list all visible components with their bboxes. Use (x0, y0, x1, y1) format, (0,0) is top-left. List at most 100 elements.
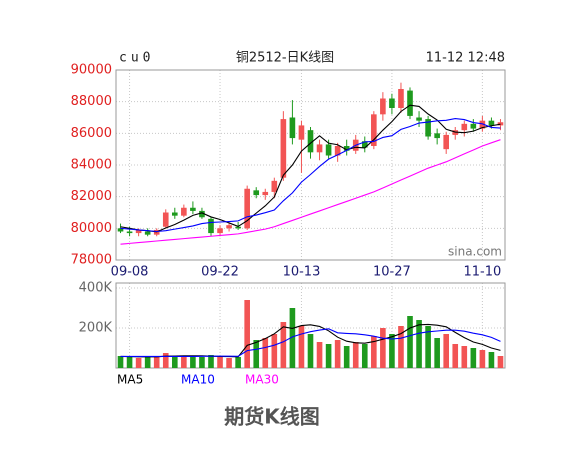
x-tick-label: 09-08 (111, 265, 149, 280)
candle-body (389, 98, 395, 108)
legend-label: MA10 (181, 373, 215, 387)
x-tick-label: 10-27 (373, 265, 411, 280)
candle-body (380, 98, 386, 115)
volume-bar (416, 320, 422, 368)
y-tick-label: 80000 (71, 221, 112, 236)
ma-line (120, 104, 501, 233)
volume-bar (280, 322, 287, 368)
candle-body (190, 207, 196, 211)
candle-body (371, 114, 377, 146)
ma-line (120, 328, 501, 357)
candle-body (235, 226, 241, 229)
volume-bar (181, 357, 187, 368)
candle-body (407, 90, 413, 116)
volume-bar (153, 357, 160, 368)
ma-line (120, 118, 501, 233)
legend-label: MA5 (117, 373, 143, 387)
volume-bar (389, 334, 395, 368)
volume-bar (380, 328, 386, 368)
y-tick-label: 78000 (71, 253, 112, 268)
volume-bar (488, 352, 495, 368)
volume-bar (398, 326, 404, 368)
ma-line (120, 139, 501, 245)
volume-bar (298, 326, 305, 368)
candle-body (262, 191, 269, 196)
volume-bar (343, 346, 350, 368)
candle-body (126, 231, 133, 234)
volume-bar (289, 308, 296, 368)
candle-body (144, 231, 151, 235)
caption: 期货K线图 (224, 405, 320, 429)
volume-bar (190, 356, 196, 368)
candle-body (416, 117, 422, 121)
volume-bar (208, 355, 214, 368)
x-tick-label: 11-10 (463, 265, 501, 280)
candle-body (117, 228, 124, 232)
volume-bar (199, 357, 205, 368)
y-tick-label: 90000 (71, 63, 112, 78)
candle-body (334, 146, 341, 156)
candle-body (171, 212, 178, 216)
volume-bar (461, 346, 468, 368)
volume-bar (443, 334, 450, 368)
volume-bar (253, 340, 260, 368)
y-tick-label: 88000 (71, 94, 112, 109)
volume-bar (479, 350, 486, 368)
candle-body (361, 141, 368, 148)
volume-bar (144, 356, 151, 368)
volume-bar (352, 342, 359, 368)
legend-label: MA30 (245, 373, 279, 387)
candle-body (289, 117, 296, 139)
candle-body (470, 123, 477, 129)
candle-body (135, 229, 142, 234)
volume-bar (361, 344, 368, 368)
chart-title: 铜2512-日K线图 (236, 51, 334, 66)
volume-bar (117, 356, 124, 368)
candle-body (398, 89, 404, 108)
volume-bar (135, 358, 142, 368)
ma-line (120, 323, 501, 358)
watermark: sina.com (448, 245, 502, 259)
candle-body (244, 188, 250, 229)
candle-body (181, 207, 187, 216)
volume-bar (425, 326, 431, 368)
candle-body (479, 120, 486, 129)
volume-bar (470, 348, 477, 368)
volume-bar (434, 338, 440, 368)
candle-body (325, 144, 332, 156)
y-tick-label: 400K (79, 281, 113, 296)
candle-body (162, 212, 169, 227)
candle-body (307, 130, 314, 153)
volume-bar (371, 336, 377, 368)
candle-body (208, 218, 214, 234)
volume-bar (126, 357, 133, 368)
candle-body (199, 210, 205, 218)
volume-bar (217, 357, 223, 368)
candle-body (488, 120, 495, 126)
candle-body (434, 133, 440, 139)
timestamp: 11-12 12:48 (426, 51, 505, 66)
symbol: cu0 (119, 51, 154, 66)
volume-bar (452, 344, 459, 368)
candle-body (253, 190, 260, 196)
x-tick-label: 10-13 (283, 265, 321, 280)
volume-bar (244, 300, 250, 368)
volume-bar (497, 356, 504, 368)
y-tick-label: 86000 (71, 126, 112, 141)
candle-body (298, 125, 305, 140)
candle-body (461, 123, 468, 131)
candle-body (280, 119, 287, 178)
volume-bar (316, 342, 323, 368)
candle-body (316, 144, 323, 153)
volume-bar (171, 356, 178, 368)
y-tick-label: 200K (79, 321, 113, 336)
volume-bar (307, 334, 314, 368)
volume-bar (407, 316, 413, 368)
x-tick-label: 09-22 (201, 265, 239, 280)
volume-bar (325, 344, 332, 368)
volume-bar (162, 353, 169, 368)
candle-body (425, 119, 431, 137)
candle-body (343, 146, 350, 151)
